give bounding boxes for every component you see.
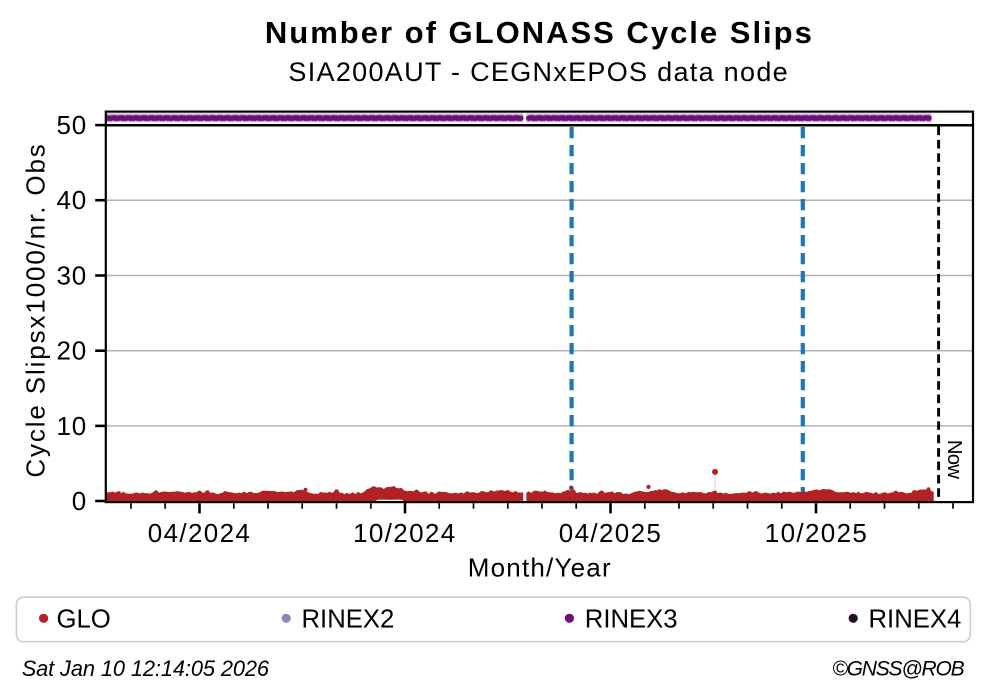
- svg-text:04/2025: 04/2025: [559, 518, 662, 548]
- svg-text:Sat Jan 10 12:14:05 2026: Sat Jan 10 12:14:05 2026: [22, 656, 270, 681]
- svg-text:©GNSS@ROB: ©GNSS@ROB: [832, 657, 964, 680]
- svg-text:04/2024: 04/2024: [148, 518, 251, 548]
- svg-text:50: 50: [56, 110, 87, 140]
- svg-text:20: 20: [56, 336, 87, 366]
- svg-text:40: 40: [56, 185, 87, 215]
- svg-text:10/2025: 10/2025: [765, 518, 868, 548]
- svg-text:RINEX4: RINEX4: [869, 606, 962, 634]
- svg-text:GLO: GLO: [57, 606, 111, 634]
- svg-text:Cycle Slipsx1000/nr. Obs: Cycle Slipsx1000/nr. Obs: [21, 142, 51, 477]
- svg-text:Number of GLONASS Cycle Slips: Number of GLONASS Cycle Slips: [265, 15, 814, 50]
- svg-text:SIA200AUT - CEGNxEPOS data nod: SIA200AUT - CEGNxEPOS data node: [288, 57, 789, 87]
- svg-text:RINEX3: RINEX3: [585, 606, 678, 634]
- svg-text:30: 30: [56, 260, 87, 290]
- svg-text:Month/Year: Month/Year: [468, 552, 612, 582]
- svg-text:0: 0: [72, 486, 87, 516]
- svg-text:Now: Now: [943, 440, 965, 479]
- svg-text:10: 10: [56, 411, 87, 441]
- svg-text:10/2024: 10/2024: [353, 518, 456, 548]
- svg-text:RINEX2: RINEX2: [302, 606, 395, 634]
